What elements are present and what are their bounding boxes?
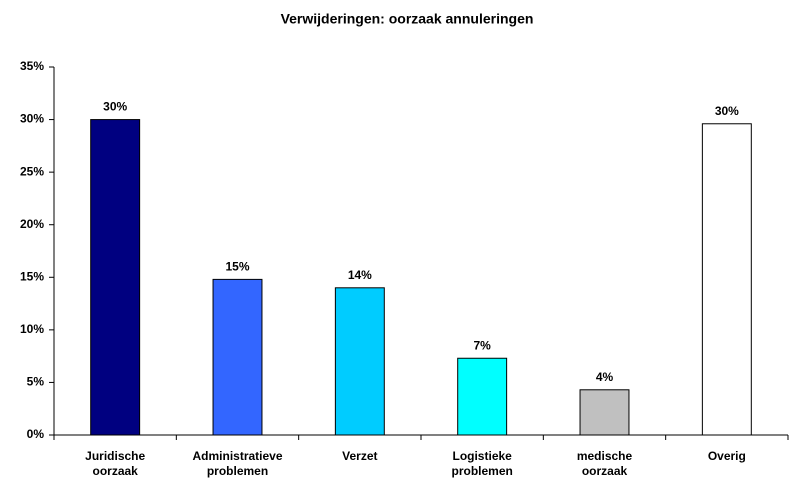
y-tick-label: 0% [27,427,45,441]
y-tick-label: 30% [20,112,44,126]
y-tick-label: 20% [20,217,44,231]
bar [334,287,385,436]
x-tick-label: Administratieve problemen [192,449,282,478]
x-tick-label: Overig [708,449,746,463]
x-tick-label: Logistieke problemen [451,449,512,478]
value-label: 15% [225,260,249,274]
y-tick-label: 25% [20,164,44,178]
bar [579,389,630,436]
value-label: 30% [715,104,739,118]
chart-title: Verwijderingen: oorzaak annuleringen [281,11,534,27]
y-tick-label: 5% [27,375,45,389]
y-tick-label: 15% [20,269,44,283]
value-label: 4% [596,370,614,384]
value-label: 7% [473,338,491,352]
bar [701,123,752,436]
y-tick-label: 10% [20,322,44,336]
bar [90,119,141,436]
bar [457,357,508,436]
value-label: 30% [103,100,127,114]
x-tick-label: Verzet [342,449,377,463]
value-label: 14% [348,268,372,282]
x-tick-label: Juridische oorzaak [85,449,145,478]
bar [212,278,263,436]
x-tick-label: medische oorzaak [577,449,633,478]
y-tick-label: 35% [20,59,44,73]
